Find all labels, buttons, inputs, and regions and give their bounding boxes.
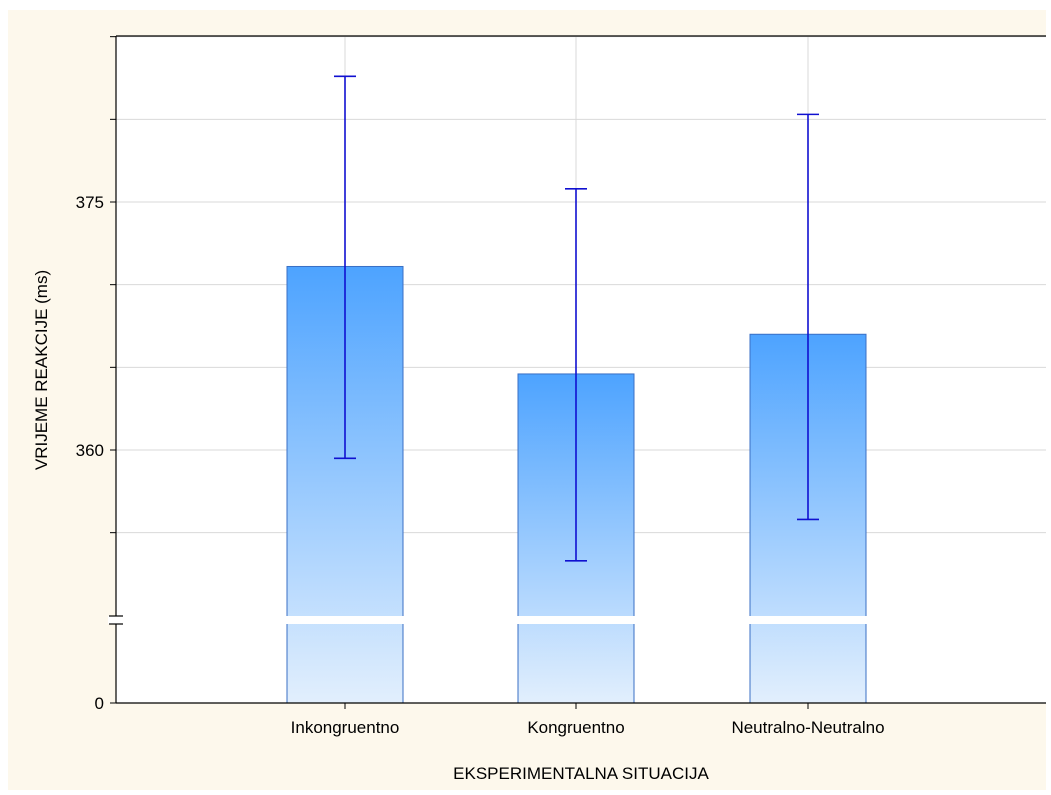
- error-bars: [334, 75, 819, 562]
- axis-break-band: [108, 616, 1046, 624]
- y-tick-label: 0: [95, 694, 104, 713]
- y-axis-title: VRIJEME REAKCIJE (ms): [32, 270, 51, 470]
- x-tick-label: Inkongruentno: [291, 718, 400, 737]
- x-tick-label: Kongruentno: [527, 718, 624, 737]
- tick-labels: 0 360 375 Inkongruentno Kongruentno Neutralno…: [76, 193, 885, 737]
- bar-chart: 0 360 375 Inkongruentno Kongruentno Neutralno…: [32, 35, 1046, 783]
- chart-figure: 0 360 375 Inkongruentno Kongruentno Neutralno…: [8, 10, 1046, 790]
- axes: [108, 35, 1046, 709]
- y-tick-label: 375: [76, 193, 104, 212]
- y-tick-label: 360: [76, 441, 104, 460]
- x-tick-label: Neutralno-Neutralno: [731, 718, 884, 737]
- x-axis-title: EKSPERIMENTALNA SITUACIJA: [453, 764, 709, 783]
